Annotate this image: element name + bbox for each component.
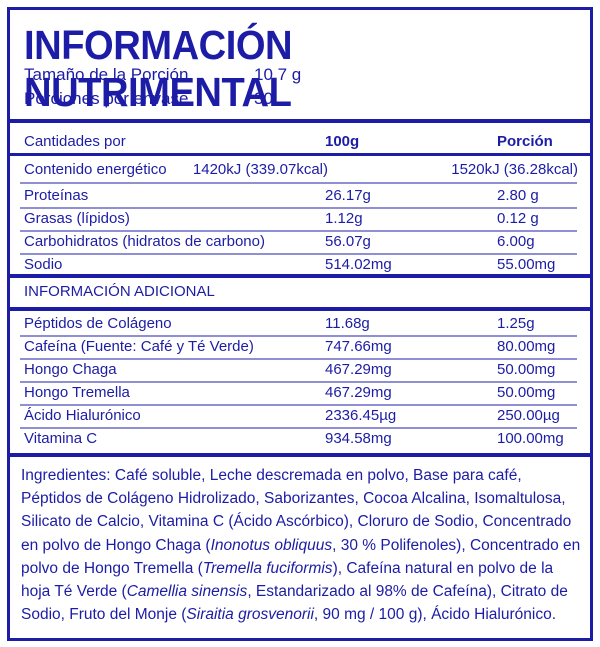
servings-label: Porciones por envase: [24, 89, 189, 108]
table-row: Sodio 514.02mg 55.00mg: [10, 253, 590, 276]
energy-row: Contenido energético 1420kJ (339.07kcal)…: [10, 158, 590, 181]
energy-portion: 1520kJ (36.28kcal): [451, 161, 578, 178]
row-divider: [20, 381, 577, 383]
cell-portion: 55.00mg: [497, 256, 556, 273]
cell-portion: 80.00mg: [497, 338, 556, 355]
energy-per100: 1420kJ (339.07kcal): [192, 161, 328, 178]
row-divider: [20, 404, 577, 406]
divider: [10, 153, 590, 156]
row-divider: [20, 253, 577, 255]
table-row: Carbohidratos (hidratos de carbono) 56.07…: [10, 230, 590, 253]
header-100g: 100g: [325, 133, 360, 150]
cell-per100: 1.12g: [325, 210, 363, 227]
row-divider: [20, 230, 577, 232]
cell-portion: 50.00mg: [497, 384, 556, 401]
ingredients-text: Ingredientes: Café soluble, Leche descre…: [21, 467, 581, 624]
cell-label: Cafeína (Fuente: Café y Té Verde): [24, 338, 254, 355]
cell-portion: 100.00mg: [497, 430, 564, 447]
cell-label: Péptidos de Colágeno: [24, 315, 172, 332]
servings-value: 30: [254, 89, 273, 108]
cell-per100: 467.29mg: [325, 361, 392, 378]
cell-per100: 11.68g: [325, 315, 370, 332]
cell-label: Grasas (lípidos): [24, 210, 130, 227]
cell-label: Ácido Hialurónico: [24, 407, 141, 424]
row-divider: [20, 335, 577, 337]
cell-label: Hongo Tremella: [24, 384, 130, 401]
table-row: Ácido Hialurónico 2336.45µg 250.00µg: [10, 404, 590, 427]
divider: [10, 274, 590, 278]
table-row: Grasas (lípidos) 1.12g 0.12 g: [10, 207, 590, 230]
cell-per100: 514.02mg: [325, 256, 392, 273]
cell-portion: 2.80 g: [497, 187, 539, 204]
additional-header: INFORMACIÓN ADICIONAL: [10, 280, 590, 303]
energy-label: Contenido energético: [24, 161, 167, 178]
row-divider: [20, 427, 577, 429]
table-row: Hongo Tremella 467.29mg 50.00mg: [10, 381, 590, 404]
cell-portion: 250.00µg: [497, 407, 560, 424]
table-row: Cafeína (Fuente: Café y Té Verde) 747.66m…: [10, 335, 590, 358]
serving-size-value: 10.7 g: [254, 65, 302, 84]
cell-per100: 26.17g: [325, 187, 371, 204]
cell-label: Hongo Chaga: [24, 361, 117, 378]
cell-portion: 50.00mg: [497, 361, 556, 378]
header-portion: Porción: [497, 133, 553, 150]
servings-per-container: Porciones por envase 30: [24, 89, 273, 109]
cell-label: Sodio: [24, 256, 63, 273]
additional-header-label: INFORMACIÓN ADICIONAL: [24, 283, 215, 300]
cell-label: Proteínas: [24, 187, 89, 204]
divider: [10, 119, 590, 123]
cell-portion: 1.25g: [497, 315, 535, 332]
table-row: Proteínas 26.17g 2.80 g: [10, 184, 590, 207]
nutrition-label: INFORMACIÓN NUTRIMENTAL Tamaño de la Por…: [7, 7, 593, 641]
header-label: Cantidades por: [24, 133, 126, 150]
cell-label: Carbohidratos (hidratos de carbono): [24, 233, 265, 250]
row-divider: [20, 182, 577, 184]
cell-portion: 0.12 g: [497, 210, 539, 227]
cell-per100: 467.29mg: [325, 384, 392, 401]
cell-per100: 56.07g: [325, 233, 371, 250]
cell-label: Vitamina C: [24, 430, 98, 447]
table-row: Péptidos de Colágeno 11.68g 1.25g: [10, 312, 590, 335]
cell-per100: 934.58mg: [325, 430, 392, 447]
table-row: Vitamina C 934.58mg 100.00mg: [10, 427, 590, 450]
row-divider: [20, 207, 577, 209]
divider: [10, 453, 590, 457]
cell-per100: 747.66mg: [325, 338, 392, 355]
serving-size-label: Tamaño de la Porción: [24, 65, 189, 84]
table-header: Cantidades por 100g Porción: [10, 130, 590, 153]
serving-size: Tamaño de la Porción 10.7 g: [24, 65, 301, 85]
row-divider: [20, 358, 577, 360]
cell-portion: 6.00g: [497, 233, 535, 250]
label-title: INFORMACIÓN NUTRIMENTAL: [24, 22, 293, 115]
cell-per100: 2336.45µg: [325, 407, 397, 424]
divider: [10, 307, 590, 311]
table-row: Hongo Chaga 467.29mg 50.00mg: [10, 358, 590, 381]
